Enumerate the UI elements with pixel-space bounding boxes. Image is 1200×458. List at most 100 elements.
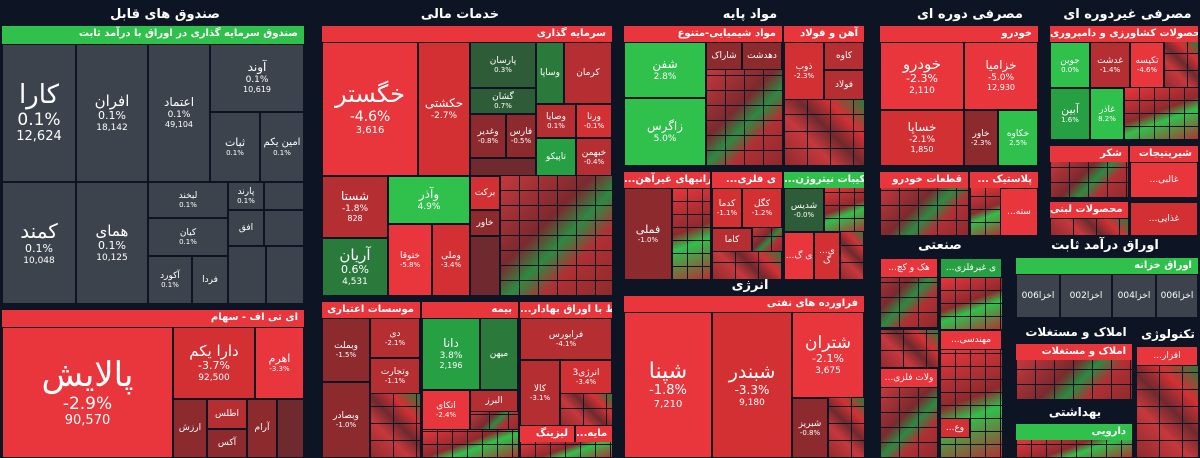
- tile-vazar[interactable]: وآذر 4.9%: [388, 176, 470, 224]
- tile-khodro[interactable]: خودرو -2.3% 2,110: [880, 42, 964, 110]
- tile-palayesh[interactable]: پالایش -2.9% 90,570: [2, 327, 173, 458]
- tile-group-plastic[interactable]: [970, 188, 1000, 236]
- tile-dara-yekom[interactable]: دارا یکم -3.7% 92,500: [173, 327, 255, 399]
- tile-group-small-credit[interactable]: [370, 394, 420, 458]
- tile-group-small-metals-2[interactable]: [752, 228, 782, 252]
- tile-software[interactable]: ...افزار: [1136, 346, 1198, 366]
- header-metals[interactable]: ...ی فلزی: [712, 172, 782, 188]
- header-treasury[interactable]: اوراق خزانه: [1016, 258, 1198, 274]
- tile-group-industrial-2[interactable]: [940, 278, 1002, 330]
- tile-khavar[interactable]: خاور: [470, 210, 500, 236]
- tile-group-dairy[interactable]: [1050, 218, 1128, 236]
- tile-hekeshti[interactable]: حکشتی -2.7%: [418, 42, 470, 176]
- tile-ghazar[interactable]: غاذر 8.2%: [1090, 88, 1124, 140]
- tile-abin[interactable]: آبین 1.6%: [1050, 88, 1090, 140]
- tile-small-fund-2[interactable]: [264, 210, 304, 246]
- tile-group-autoparts[interactable]: [880, 188, 968, 236]
- tile-vesaya[interactable]: وصایا 0.1%: [536, 104, 576, 138]
- tile-foulad[interactable]: فولاد: [824, 70, 864, 100]
- tile-kama[interactable]: کاما: [712, 228, 752, 252]
- header-credit-institutions[interactable]: موسسات اعتباری: [322, 302, 420, 318]
- tile-group-small-chem[interactable]: [706, 70, 782, 166]
- tile-tapiko[interactable]: تاپیکو: [536, 138, 576, 176]
- tile-parand[interactable]: پارند 0.1%: [228, 182, 264, 210]
- header-investment[interactable]: سرمایه گذاری: [322, 26, 612, 42]
- tile-vbsader[interactable]: وبصادر -1.0%: [322, 382, 370, 458]
- tile-misc-3[interactable]: ...وع: [940, 418, 970, 438]
- tile-amin-yekom[interactable]: امین یکم 0.1%: [260, 112, 304, 182]
- tile-etemad[interactable]: اعتماد 0.1% 49,104: [148, 44, 210, 182]
- header-nitrogen[interactable]: ...رکیبات نیتروژن: [784, 172, 864, 188]
- tile-metal-products[interactable]: ...ولات فلزی: [880, 368, 938, 388]
- tile-misc-1[interactable]: ...ی گ: [784, 232, 814, 280]
- tile-small-inv-1[interactable]: [470, 158, 536, 176]
- tile-aks[interactable]: آکس: [207, 429, 247, 458]
- tile-group-small-insurance[interactable]: [422, 430, 518, 458]
- header-drug[interactable]: دارویی: [1016, 424, 1132, 440]
- header-etf-stocks[interactable]: ای تی اف - سهام: [2, 310, 304, 327]
- tile-arzesh[interactable]: ارزش: [173, 399, 207, 458]
- tile-farda[interactable]: فردا: [192, 256, 228, 304]
- tile-energy3[interactable]: انرژی3 -3.4%: [560, 360, 612, 394]
- tile-machines[interactable]: ...هک و کچ: [880, 258, 938, 278]
- tile-nonmetal[interactable]: ...ی غیرفلزی: [940, 258, 1002, 278]
- tile-mihan[interactable]: میهن: [480, 318, 518, 390]
- tile-group-small-energy[interactable]: [828, 398, 864, 458]
- header-insurance[interactable]: بیمه: [422, 302, 518, 318]
- header-fixed-income-fund[interactable]: صندوق سرمایه گذاری در اوراق با درآمد ثاب…: [2, 26, 304, 44]
- tile-atlas[interactable]: اطلس: [207, 399, 247, 429]
- tile-femli[interactable]: فملی -1.0%: [624, 188, 672, 280]
- tile-group-small-insurance-2[interactable]: [470, 412, 518, 430]
- tile-ahrom[interactable]: اهرم -3.3%: [255, 327, 304, 399]
- tile-group-tech[interactable]: [1136, 366, 1198, 458]
- tile-sharak[interactable]: شاراک: [706, 42, 742, 70]
- header-dairy[interactable]: محصولات لبنی: [1050, 202, 1128, 218]
- tile-group-industrial-5[interactable]: [940, 350, 1002, 458]
- header-autoparts[interactable]: قطعات خودرو: [880, 172, 968, 188]
- tile-alborz[interactable]: البرز: [470, 390, 518, 412]
- header-steel[interactable]: آهن و فولاد: [784, 26, 864, 42]
- tile-khasapa[interactable]: خساپا -2.1% 1,850: [880, 110, 964, 166]
- tile-faraborse[interactable]: فرابورس -4.1%: [520, 318, 612, 360]
- tile-shapna[interactable]: شپنا -1.8% 7,210: [624, 312, 712, 458]
- tile-ofogh[interactable]: افق: [228, 210, 264, 246]
- tile-ghadesht[interactable]: غدشت -1.4%: [1090, 42, 1130, 88]
- tile-aram[interactable]: آرام: [247, 399, 277, 458]
- tile-food[interactable]: ...غذایی: [1130, 202, 1198, 236]
- tile-small-fund-4[interactable]: [266, 246, 304, 304]
- tile-zagros[interactable]: زاگرس 5.0%: [624, 98, 706, 166]
- tile-group-small-securities[interactable]: [560, 394, 612, 426]
- tile-textile[interactable]: ...سته: [1000, 188, 1038, 236]
- tile-vamelli[interactable]: وملی -3.4%: [432, 224, 470, 296]
- tile-di[interactable]: دی -2.1%: [370, 318, 420, 358]
- tile-kerman[interactable]: کرمان: [564, 42, 612, 104]
- tile-kave[interactable]: کاوه: [824, 42, 864, 70]
- tile-group-sugar[interactable]: [1050, 162, 1128, 198]
- header-realestate[interactable]: املاک و مستغلات: [1016, 344, 1132, 360]
- tile-group-small-financial[interactable]: [500, 176, 612, 296]
- tile-labkhand[interactable]: لبخند 0.1%: [148, 182, 228, 218]
- tile-dana[interactable]: دانا 3.8% 2,196: [422, 318, 480, 390]
- tile-aryan[interactable]: آریان 0.6% 4,531: [322, 238, 388, 296]
- tile-vtejarat[interactable]: وتجارت -1.1%: [370, 358, 420, 394]
- tile-kian[interactable]: کیان 0.1%: [148, 218, 228, 256]
- tile-kamand[interactable]: کمند 0.1% 10,048: [2, 182, 76, 304]
- header-leasing[interactable]: لیزینگ: [520, 426, 574, 442]
- tile-group-small-basic[interactable]: [840, 232, 864, 280]
- tile-avand[interactable]: آوند 0.1% 10,619: [210, 44, 304, 112]
- header-confectionery[interactable]: شیرینیجات: [1130, 146, 1198, 162]
- header-auto[interactable]: خودرو: [880, 26, 1038, 42]
- tile-small-etf[interactable]: [277, 399, 304, 458]
- header-plastic[interactable]: ... پلاستیک: [970, 172, 1038, 188]
- tile-khazane-002[interactable]: اخزا002: [1060, 274, 1112, 318]
- tile-shatran[interactable]: شتران -2.1% 3,675: [792, 312, 864, 398]
- tile-kara[interactable]: کارا 0.1% 12,624: [2, 44, 76, 182]
- header-agriculture[interactable]: محصولات کشاورزی و دامپروری: [1050, 26, 1198, 42]
- header-sugar[interactable]: شکر: [1050, 146, 1128, 162]
- tile-khotoga[interactable]: ختوقا -5.8%: [388, 224, 432, 296]
- tile-group-health[interactable]: [1016, 440, 1132, 458]
- tile-vesapa[interactable]: وساپا: [536, 42, 564, 104]
- tile-dehdasht[interactable]: دهدشت: [742, 42, 782, 70]
- tile-akord[interactable]: آکورد 0.1%: [148, 256, 192, 304]
- tile-khazane-004[interactable]: اخزا004: [1112, 274, 1156, 318]
